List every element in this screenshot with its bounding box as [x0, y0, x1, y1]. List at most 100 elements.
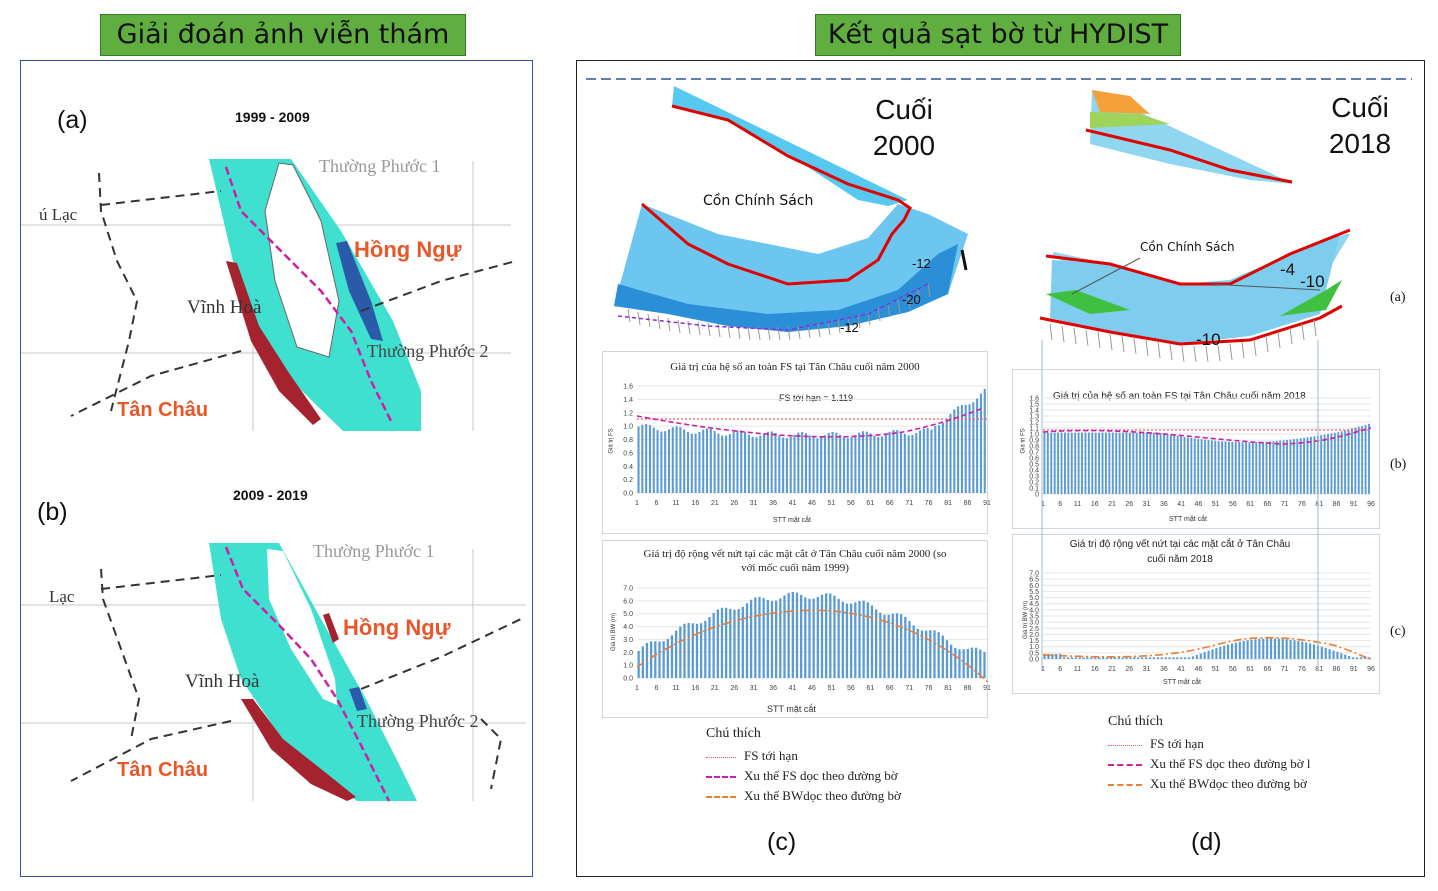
chart-c-bw-xtick: 1 — [635, 685, 639, 692]
chart-c-bw-bar — [779, 598, 782, 678]
chart-c-bw-plot: 0.01.02.03.04.05.06.07.01 6 11 16 21 26 31 36 41… — [623, 586, 991, 693]
chart-d-bw-bar — [1129, 657, 1132, 659]
chart-d-fs-bar — [1074, 432, 1077, 494]
chart-d-fs-bar — [1292, 439, 1295, 494]
chart-d-fs-bar — [1190, 437, 1193, 494]
chart-c-fs-trend — [636, 407, 984, 438]
chart-d-fs-bar — [1364, 424, 1367, 494]
chart-c-bw-bar — [820, 594, 824, 678]
chart-c-bw-bar — [954, 647, 957, 678]
chart-d-bw-ytick: 2.0 — [1029, 632, 1039, 639]
chart-d-bw-xtick: 36 — [1160, 666, 1168, 673]
chart-d-bw-ytick: 1.5 — [1029, 638, 1039, 645]
chart-d-fs-bar — [1340, 431, 1343, 494]
chart-c-bw-bar — [770, 600, 774, 678]
chart-c-bw-bar — [804, 597, 807, 678]
map-a — [21, 159, 517, 431]
chart-c-fs-ytick: 0.2 — [623, 477, 633, 484]
chart-c-fs-bar — [900, 431, 903, 493]
chart-c-fs-bar — [957, 406, 960, 493]
chart-c-fs-xtick: 81 — [944, 500, 952, 507]
chart-d-fs-xtick: 81 — [1315, 501, 1323, 508]
chart-c-fs-bar — [983, 388, 986, 493]
chart-d-bw-bar — [1094, 657, 1097, 659]
chart-c-fs-bar — [945, 418, 948, 493]
chart-d-fs-xtick: 1 — [1041, 501, 1045, 508]
chart-d-fs-bar — [1149, 432, 1152, 494]
chart-d-fs-bar — [1217, 440, 1220, 494]
chart-c-bw-xtick: 31 — [750, 685, 758, 692]
chart-d-fs-bar — [1060, 432, 1063, 494]
panel-b-period: 2009 - 2019 — [233, 487, 308, 503]
chart-d-bw-bar — [1098, 657, 1101, 659]
chart-c-bw-bar — [720, 607, 724, 678]
chart-d-bw-ytick: 0.5 — [1029, 650, 1039, 657]
chart-c-fs-bar — [797, 432, 800, 493]
chart-d-bw-xtick: 1 — [1041, 666, 1045, 673]
chart-c-bw-bar — [787, 592, 790, 678]
chart-c-fs-bar — [744, 432, 747, 493]
chart-d-bw-bar — [1199, 653, 1202, 659]
legend-d: Chú thích FS tới hạn Xu thế FS dọc theo … — [1108, 714, 1311, 792]
chart-c-bw-bar — [979, 649, 982, 678]
chart-c-fs-bar — [645, 424, 648, 493]
chart-d-bw-bar — [1320, 646, 1323, 659]
chart-d-fs-bar — [1357, 426, 1360, 494]
map-b-red-erosion — [241, 699, 356, 801]
chart-d-bw-bar — [1082, 657, 1085, 659]
chart-c-bw-bar — [925, 630, 928, 678]
chart-d-fs-bar — [1176, 435, 1179, 494]
chart-c-bw-xlabel: STT mặt cắt — [767, 704, 816, 714]
chart-c-bw-bar — [745, 603, 749, 678]
chart-d-fs-bar — [1323, 434, 1326, 494]
side-label-c: (c) — [1390, 624, 1406, 639]
chart-c-bw-xtick: 56 — [847, 685, 855, 692]
chart-d-fs-ytick: 1.2 — [1029, 420, 1039, 427]
chart-c-bw-xtick: 36 — [769, 685, 777, 692]
chart-d-fs-bar — [1296, 438, 1299, 494]
side-label-b: (b) — [1390, 457, 1407, 472]
chart-c-bw-xtick: 21 — [711, 685, 719, 692]
legend-d-label-3: Xu thế BWdọc theo đường bờ — [1150, 776, 1307, 791]
chart-c-fs-bar — [755, 437, 758, 493]
chart-d-fs-bar — [1122, 432, 1124, 494]
chart-d-fs-bar — [1354, 427, 1357, 494]
chart-d-fs-xtick: 16 — [1091, 501, 1099, 508]
chart-c-bw-xtick: 6 — [654, 685, 658, 692]
chart-c-fs-bar — [789, 436, 792, 493]
chart-d-fs-bar — [1187, 437, 1189, 494]
chart-c-fs-bar — [877, 436, 880, 493]
chart-d-bw-plot: 0.00.51.01.52.02.53.03.54.04.55.05.56.06… — [1029, 571, 1375, 674]
chart-d-bw-bar — [1301, 641, 1304, 659]
chart-c-bw-bar — [683, 623, 686, 678]
chart-c-bw-bar — [983, 652, 986, 678]
chart-c-bw-bar — [879, 612, 882, 678]
chart-c-fs-bar — [675, 426, 678, 493]
chart-d-bw-title-line1: Giá trị độ rộng vết nứt tại các mặt cắt … — [1069, 539, 1291, 550]
chart-c-bw-bar — [895, 613, 899, 678]
chart-c-bw-bar — [929, 630, 932, 678]
chart-d-bw-xtick: 96 — [1367, 666, 1375, 673]
chart-c-fs-bar — [793, 434, 796, 493]
map-a-place-2: ú Lạc — [39, 205, 78, 224]
legend-c-swatch-fs-limit — [706, 756, 736, 758]
chart-d-fs-ytick: 0.1 — [1029, 486, 1039, 493]
chart-c-bw-bar — [791, 591, 794, 678]
chart-d-fs-bar — [1272, 441, 1275, 494]
chart-d-bw-bar — [1273, 638, 1277, 659]
map-d — [1039, 90, 1351, 363]
chart-c-bw-xtick: 81 — [944, 685, 952, 692]
chart-d-fs-bar — [1180, 436, 1183, 494]
chart-d-fs-bar — [1146, 432, 1148, 494]
chart-d-fs-bar — [1204, 439, 1206, 494]
chart-c-fs-bar — [698, 431, 701, 493]
chart-c-fs-bar — [892, 430, 895, 493]
chart-d-bw-bar — [1047, 653, 1050, 659]
chart-d-fs-bar — [1231, 441, 1234, 494]
map-d-title: Cuối 2018 — [1314, 90, 1406, 162]
chart-d-fs-bar — [1221, 441, 1224, 494]
chart-c-bw-bar — [966, 648, 969, 678]
chart-c-fs-bar — [850, 437, 853, 493]
chart-c-fs-bar — [842, 436, 846, 493]
chart-c-fs-ytick: 1.2 — [623, 410, 633, 417]
